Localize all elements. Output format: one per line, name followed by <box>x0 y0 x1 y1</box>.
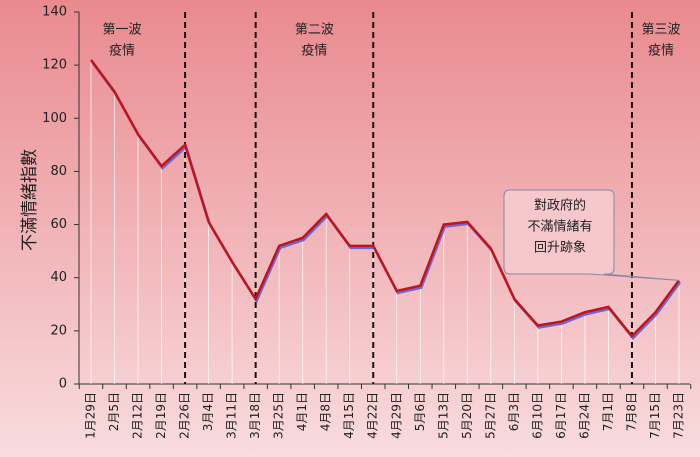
y-tick-label: 80 <box>50 164 67 179</box>
x-tick-label: 4月8日 <box>319 392 333 431</box>
y-tick-label: 140 <box>42 5 67 20</box>
callout-text: 對政府的 <box>534 198 586 214</box>
wave-label: 疫情 <box>301 43 327 59</box>
x-tick-label: 3月25日 <box>272 392 286 439</box>
x-tick-label: 7月23日 <box>672 392 686 439</box>
wave-label: 第三波 <box>641 23 680 38</box>
x-tick-label: 5月13日 <box>436 392 450 439</box>
x-tick-label: 6月17日 <box>554 392 568 439</box>
x-tick-label: 7月15日 <box>648 392 662 439</box>
x-tick-label: 2月5日 <box>107 392 121 431</box>
x-tick-label: 2月19日 <box>154 392 168 439</box>
y-axis-label: 不滿情緒指數 <box>20 149 40 251</box>
wave-label: 第一波 <box>103 23 142 38</box>
x-tick-label: 4月22日 <box>366 392 380 439</box>
x-tick-label: 4月29日 <box>389 392 403 439</box>
x-tick-label: 6月10日 <box>530 392 544 439</box>
x-tick-label: 3月11日 <box>225 392 239 439</box>
wave-label: 疫情 <box>648 43 674 59</box>
x-tick-label: 5月20日 <box>460 392 474 439</box>
x-tick-label: 6月24日 <box>577 392 591 439</box>
x-tick-label: 1月29日 <box>84 392 98 439</box>
x-tick-label: 6月3日 <box>507 392 521 431</box>
callout-text: 回升跡象 <box>534 240 586 256</box>
y-tick-label: 20 <box>50 323 67 338</box>
y-tick-label: 120 <box>42 58 67 73</box>
y-tick-label: 0 <box>59 377 67 392</box>
callout-text: 不滿情緒有 <box>527 219 592 235</box>
x-tick-label: 2月12日 <box>131 392 145 439</box>
x-tick-label: 3月18日 <box>248 392 262 439</box>
wave-label: 第二波 <box>295 23 334 38</box>
x-tick-label: 5月6日 <box>413 392 427 431</box>
data-line <box>89 59 681 339</box>
x-tick-label: 4月1日 <box>295 392 309 431</box>
wave-label: 疫情 <box>109 43 135 59</box>
x-tick-label: 4月15日 <box>342 392 356 439</box>
y-tick-label: 40 <box>50 270 67 285</box>
x-tick-label: 5月27日 <box>483 392 497 439</box>
x-tick-label: 7月1日 <box>601 392 615 431</box>
y-tick-label: 60 <box>50 217 67 232</box>
x-tick-label: 2月26日 <box>178 392 192 439</box>
callout-box <box>503 189 680 281</box>
x-tick-label: 3月4日 <box>201 392 215 431</box>
y-tick-label: 100 <box>42 111 67 126</box>
x-tick-label: 7月8日 <box>624 392 638 431</box>
